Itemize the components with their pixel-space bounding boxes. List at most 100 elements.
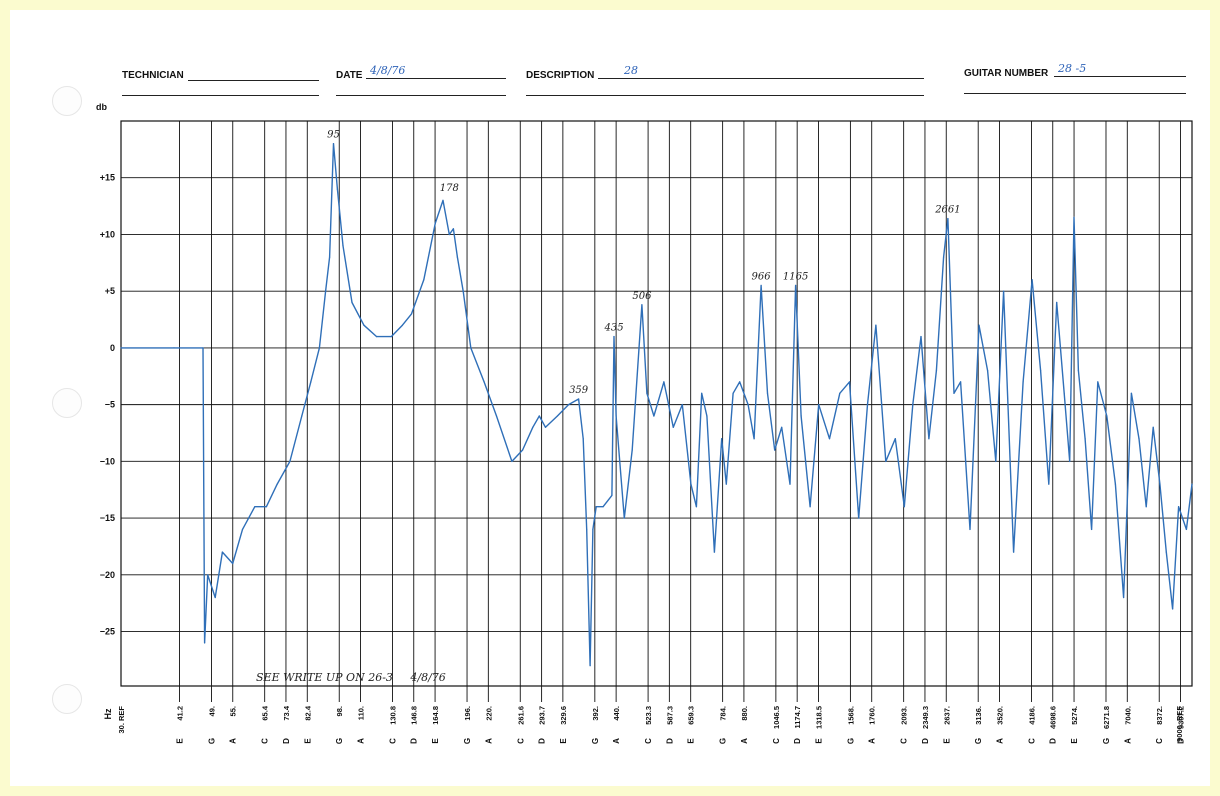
response-point xyxy=(1077,370,1079,372)
technician-label: TECHNICIAN xyxy=(122,70,184,81)
y-tick-label: −10 xyxy=(100,456,115,466)
response-point xyxy=(713,551,716,553)
x-tick-note-label: A xyxy=(357,738,366,744)
response-point xyxy=(1152,426,1154,428)
x-tick-freq-label: 65.4 xyxy=(261,705,270,720)
x-tick-freq-label: 5274. xyxy=(1070,706,1079,725)
response-point xyxy=(1097,381,1099,383)
response-point xyxy=(912,404,914,406)
response-trace xyxy=(120,143,1193,667)
x-tick-note-label: E xyxy=(814,738,823,744)
response-point xyxy=(232,562,234,565)
response-point xyxy=(828,438,831,440)
x-tick-note-label: G xyxy=(719,738,728,744)
peak-annotation: 435 xyxy=(603,323,623,334)
response-point xyxy=(173,347,175,349)
guitar-number-label: GUITAR NUMBER xyxy=(964,68,1049,79)
y-tick-label: +10 xyxy=(100,229,115,239)
response-point xyxy=(1172,608,1174,610)
response-point xyxy=(646,392,648,394)
response-point xyxy=(329,256,331,258)
response-point xyxy=(401,324,403,326)
response-point xyxy=(721,438,723,440)
peak-annotation: 95 xyxy=(327,130,340,141)
x-tick-note-label: A xyxy=(484,738,493,744)
binder-hole xyxy=(52,684,82,714)
x-tick-freq-label: 130.8 xyxy=(388,706,397,725)
response-point xyxy=(613,336,615,338)
response-point xyxy=(774,449,776,451)
x-tick-note-label: G xyxy=(591,738,600,744)
response-point xyxy=(1031,279,1033,281)
response-point xyxy=(442,199,444,201)
description-label: DESCRIPTION xyxy=(526,70,595,81)
response-point xyxy=(448,233,450,236)
response-point xyxy=(1084,438,1086,440)
peak-annotation: 966 xyxy=(752,272,772,283)
y-tick-label: −25 xyxy=(100,627,115,637)
x-tick-freq-label: 329.6 xyxy=(559,706,568,725)
y-tick-label: +5 xyxy=(105,286,115,296)
technician-line xyxy=(188,80,319,81)
response-point xyxy=(336,188,338,190)
x-tick-note-label: D xyxy=(282,738,291,744)
x-tick-note-label: G xyxy=(846,738,855,744)
x-tick-note-label: C xyxy=(388,738,397,744)
response-point xyxy=(1106,415,1108,417)
response-point xyxy=(653,415,655,417)
x-tick-freq-label: 1760. xyxy=(868,706,877,725)
response-point xyxy=(809,506,811,508)
response-point xyxy=(947,218,949,220)
response-point xyxy=(556,415,559,417)
response-point xyxy=(695,506,698,508)
response-point xyxy=(452,228,454,230)
x-tick-freq-label: 880. xyxy=(740,706,749,721)
x-tick-freq-label: 98. xyxy=(335,706,344,716)
x-tick-note-label: C xyxy=(772,738,781,744)
response-point xyxy=(568,404,570,406)
response-point xyxy=(462,290,464,292)
x-tick-note-label: G xyxy=(1102,738,1111,744)
response-point xyxy=(894,438,896,440)
response-point xyxy=(456,256,458,258)
x-tick-note-label: D xyxy=(410,738,419,744)
x-tick-freq-label: 587.3 xyxy=(665,706,674,725)
x-tick-note-label: D xyxy=(793,738,802,744)
y-tick-label: −15 xyxy=(100,513,115,523)
response-point xyxy=(706,415,708,417)
peak-annotation: 359 xyxy=(569,385,589,396)
peak-annotation: 506 xyxy=(632,291,652,302)
date-line xyxy=(366,78,506,79)
guitar-number-line xyxy=(1054,76,1186,77)
x-tick-note-label: A xyxy=(1123,738,1132,744)
x-tick-note-label: C xyxy=(516,738,525,744)
x-tick-note-label: G xyxy=(207,738,216,744)
response-point xyxy=(602,506,604,508)
response-point xyxy=(732,392,734,394)
date-label: DATE xyxy=(336,70,363,81)
response-point xyxy=(241,528,244,531)
binder-hole xyxy=(52,86,82,116)
date-value: 4/8/76 xyxy=(370,64,406,77)
x-tick-freq-label: 1318.5 xyxy=(814,706,823,729)
x-tick-note-label: C xyxy=(644,738,653,744)
response-point xyxy=(1185,528,1187,531)
response-point xyxy=(310,381,312,383)
response-line xyxy=(121,143,1193,667)
response-point xyxy=(592,528,594,531)
response-point xyxy=(781,426,783,428)
response-point xyxy=(866,404,869,406)
response-point xyxy=(1145,506,1147,508)
response-point xyxy=(943,256,945,258)
response-point xyxy=(342,245,344,247)
x-tick-note-label: A xyxy=(229,738,238,744)
response-point xyxy=(544,426,547,428)
response-point xyxy=(760,284,762,287)
response-point xyxy=(641,304,643,306)
response-point xyxy=(390,336,392,338)
technician-line-2 xyxy=(122,95,319,96)
response-point xyxy=(818,404,820,406)
peak-annotation: 1165 xyxy=(783,272,808,283)
response-point xyxy=(839,392,841,394)
x-tick-note-label: C xyxy=(1155,738,1164,744)
